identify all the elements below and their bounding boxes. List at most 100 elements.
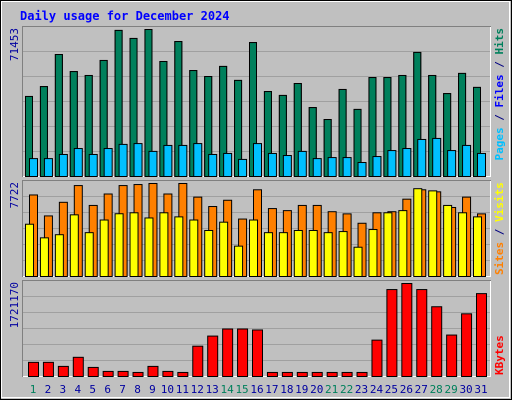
bar — [356, 371, 368, 377]
bar — [341, 371, 353, 377]
x-tick-label: 11 — [176, 383, 189, 396]
bar — [25, 223, 34, 277]
x-tick-label: 13 — [206, 383, 219, 396]
x-tick-label: 23 — [355, 383, 368, 396]
legend-entry: KBytes — [493, 335, 506, 375]
x-tick-label: 30 — [459, 383, 472, 396]
x-tick-label: 1 — [30, 383, 37, 396]
x-tick-label: 21 — [325, 383, 338, 396]
x-tick-label: 26 — [400, 383, 413, 396]
bar — [237, 328, 249, 377]
bar — [159, 212, 169, 278]
bar — [263, 232, 273, 278]
bar — [386, 289, 398, 377]
bar — [28, 361, 39, 378]
x-tick-label: 5 — [89, 383, 96, 396]
bar — [162, 370, 174, 378]
x-tick-label: 8 — [134, 383, 141, 396]
bar — [29, 158, 38, 177]
bar — [219, 221, 229, 277]
y-tick-label: 1721170 — [8, 282, 21, 328]
bar — [72, 356, 84, 377]
bar — [114, 213, 124, 277]
bar — [281, 371, 293, 377]
x-tick-label: 16 — [250, 383, 263, 396]
x-tick-label: 4 — [74, 383, 81, 396]
bar — [132, 371, 144, 377]
bar — [43, 158, 53, 177]
bar — [163, 144, 173, 178]
x-tick-label: 7 — [119, 383, 126, 396]
bar — [353, 246, 363, 278]
legend: KBytes — [493, 335, 506, 375]
x-tick-label: 9 — [149, 383, 156, 396]
bar — [477, 152, 486, 178]
bar — [473, 216, 482, 277]
bar — [87, 366, 99, 378]
bar — [249, 219, 258, 277]
bar — [223, 152, 233, 178]
bar — [371, 339, 383, 377]
bar — [147, 365, 159, 377]
bar — [192, 345, 204, 377]
bar — [461, 313, 473, 378]
bar — [372, 156, 382, 177]
bar — [99, 219, 109, 277]
bar — [443, 204, 453, 278]
x-tick-label: 22 — [340, 383, 353, 396]
bar — [234, 245, 244, 277]
x-tick-label: 17 — [265, 383, 278, 396]
bar — [401, 283, 413, 377]
bar — [327, 157, 337, 178]
bar — [133, 143, 143, 177]
bar — [252, 329, 263, 377]
bar — [57, 365, 69, 377]
bar — [189, 219, 199, 277]
bar — [208, 153, 218, 177]
bar — [129, 212, 139, 278]
x-tick-label: 18 — [280, 383, 293, 396]
bar — [148, 150, 158, 178]
bar — [278, 232, 288, 278]
bar — [326, 371, 338, 377]
bar — [102, 370, 114, 378]
x-tick-label: 20 — [310, 383, 323, 396]
bar — [431, 306, 443, 377]
bar — [58, 153, 68, 177]
bar — [458, 212, 468, 278]
bar — [177, 371, 189, 377]
bar — [266, 371, 278, 377]
bar — [338, 231, 348, 277]
x-tick-label: 3 — [60, 383, 67, 396]
x-tick-label: 12 — [191, 383, 204, 396]
bar — [193, 143, 203, 177]
x-tick-label: 14 — [221, 383, 235, 396]
bar — [368, 229, 378, 277]
bar — [413, 188, 423, 278]
legend-separator: / — [493, 222, 506, 242]
bar — [144, 217, 154, 278]
bar — [311, 371, 323, 377]
bar — [73, 148, 83, 177]
bar — [447, 150, 457, 177]
legend-separator: / — [493, 108, 506, 128]
x-tick-label: 15 — [235, 383, 248, 396]
legend-entry: Sites — [493, 242, 506, 275]
y-tick-label: 7722 — [8, 182, 21, 209]
bar — [342, 157, 352, 178]
bar — [282, 155, 292, 178]
x-tick-label: 24 — [370, 383, 384, 396]
bar — [387, 150, 397, 177]
legend-entry: Visits — [493, 182, 506, 222]
x-tick-label: 29 — [445, 383, 458, 396]
bar — [446, 334, 458, 377]
legend-entry: Pages — [493, 127, 506, 160]
bar — [398, 210, 408, 278]
bar — [323, 232, 333, 278]
x-tick-label: 6 — [104, 383, 111, 396]
bar — [238, 158, 248, 177]
x-tick-label: 10 — [161, 383, 174, 396]
